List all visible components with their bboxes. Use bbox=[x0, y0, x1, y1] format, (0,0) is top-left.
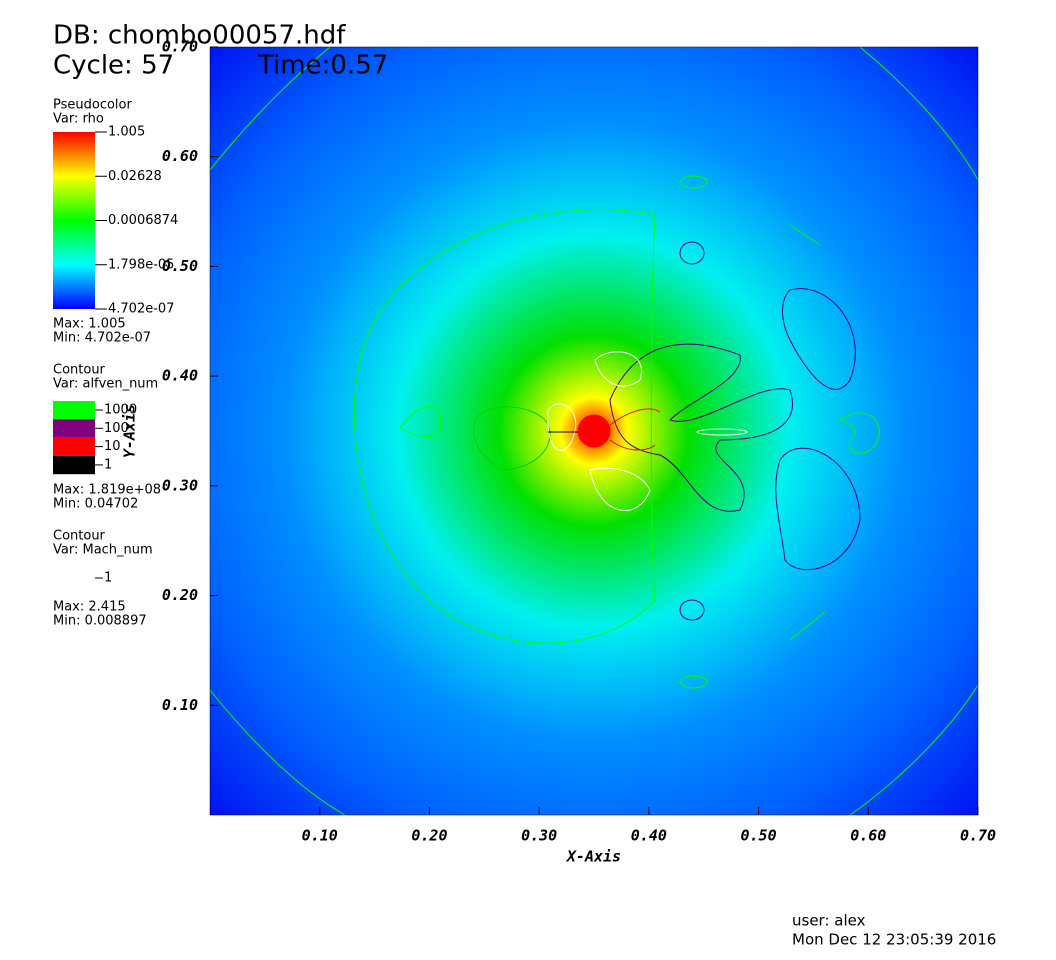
contour-line bbox=[782, 288, 856, 390]
contour-line bbox=[609, 343, 793, 512]
contour-line bbox=[353, 209, 656, 644]
level-swatch bbox=[53, 419, 95, 438]
y-tick-label: 0.40 bbox=[162, 367, 198, 385]
contour-core bbox=[577, 414, 611, 448]
colorbar-label: 4.702e-07 bbox=[108, 302, 174, 317]
legend-min: Min: 0.008897 bbox=[53, 614, 147, 629]
x-tick-label: 0.50 bbox=[741, 827, 777, 845]
colorbar-label: 1.005 bbox=[108, 125, 145, 140]
level-label: 1000 bbox=[104, 403, 137, 418]
legend-min: Min: 0.04702 bbox=[53, 497, 138, 512]
level-swatch bbox=[53, 455, 95, 475]
legend-plot: Contour bbox=[53, 363, 106, 378]
contour-line bbox=[609, 408, 661, 451]
legend-var: Var: Mach_num bbox=[53, 543, 153, 558]
x-tick-label: 0.10 bbox=[302, 827, 338, 845]
user: user: alex bbox=[792, 912, 866, 930]
legend-max: Max: 1.819e+08 bbox=[53, 483, 161, 498]
x-tick-label: 0.40 bbox=[631, 827, 667, 845]
level-swatch bbox=[53, 569, 95, 588]
legend-max: Max: 1.005 bbox=[53, 317, 126, 332]
x-tick-label: 0.70 bbox=[960, 827, 996, 845]
contour-line bbox=[838, 412, 880, 454]
legend-max: Max: 2.415 bbox=[53, 600, 126, 615]
x-tick-label: 0.20 bbox=[411, 827, 447, 845]
x-tick-label: 0.30 bbox=[521, 827, 557, 845]
contour-line bbox=[210, 689, 346, 815]
contour-line bbox=[696, 428, 748, 436]
level-label: 100 bbox=[104, 421, 129, 436]
contour-line bbox=[775, 447, 861, 571]
contour-line bbox=[859, 47, 978, 181]
contour-line bbox=[399, 406, 442, 438]
x-axis-title: X-Axis bbox=[565, 848, 621, 866]
x-tick-label: 0.60 bbox=[850, 827, 886, 845]
legend-min: Min: 4.702e-07 bbox=[53, 331, 151, 346]
contour-line bbox=[210, 47, 331, 171]
colorbar-label: 0.0006874 bbox=[108, 213, 178, 228]
level-swatch bbox=[53, 401, 95, 420]
y-axis-title: Y-Axis bbox=[121, 404, 139, 458]
colorbar-label: 1.798e-05 bbox=[108, 257, 174, 272]
contour-line bbox=[680, 675, 708, 689]
y-tick-label: 0.10 bbox=[162, 696, 198, 714]
y-tick-label: 0.20 bbox=[162, 586, 198, 604]
contour-line bbox=[789, 224, 826, 641]
legend-plot: Pseudocolor bbox=[53, 98, 132, 113]
contour-line bbox=[680, 175, 708, 189]
legend-var: Var: rho bbox=[53, 112, 104, 127]
level-label: 1 bbox=[104, 571, 112, 586]
level-swatch bbox=[53, 437, 95, 456]
y-tick-label: 0.50 bbox=[162, 257, 198, 275]
contours bbox=[210, 47, 978, 815]
contour-line bbox=[849, 684, 978, 815]
colorbar-label: 0.02628 bbox=[108, 169, 162, 184]
level-label: 1 bbox=[104, 457, 112, 472]
plot-frame bbox=[209, 46, 979, 816]
contour-line bbox=[473, 406, 551, 471]
y-tick-label: 0.70 bbox=[162, 38, 198, 56]
date: Mon Dec 12 23:05:39 2016 bbox=[792, 931, 996, 949]
cycle: Cycle: 57 bbox=[53, 51, 174, 81]
y-tick-label: 0.30 bbox=[162, 476, 198, 494]
database-name: DB: chombo00057.hdf bbox=[53, 21, 346, 51]
legend-var: Var: alfven_num bbox=[53, 377, 158, 392]
colorbar bbox=[53, 132, 95, 309]
y-tick-label: 0.60 bbox=[162, 147, 198, 165]
legend-plot: Contour bbox=[53, 529, 106, 544]
level-label: 10 bbox=[104, 439, 121, 454]
contour-line bbox=[679, 241, 705, 265]
contour-line bbox=[547, 351, 651, 511]
contour-line bbox=[679, 599, 705, 621]
time: Time:0.57 bbox=[257, 51, 388, 81]
